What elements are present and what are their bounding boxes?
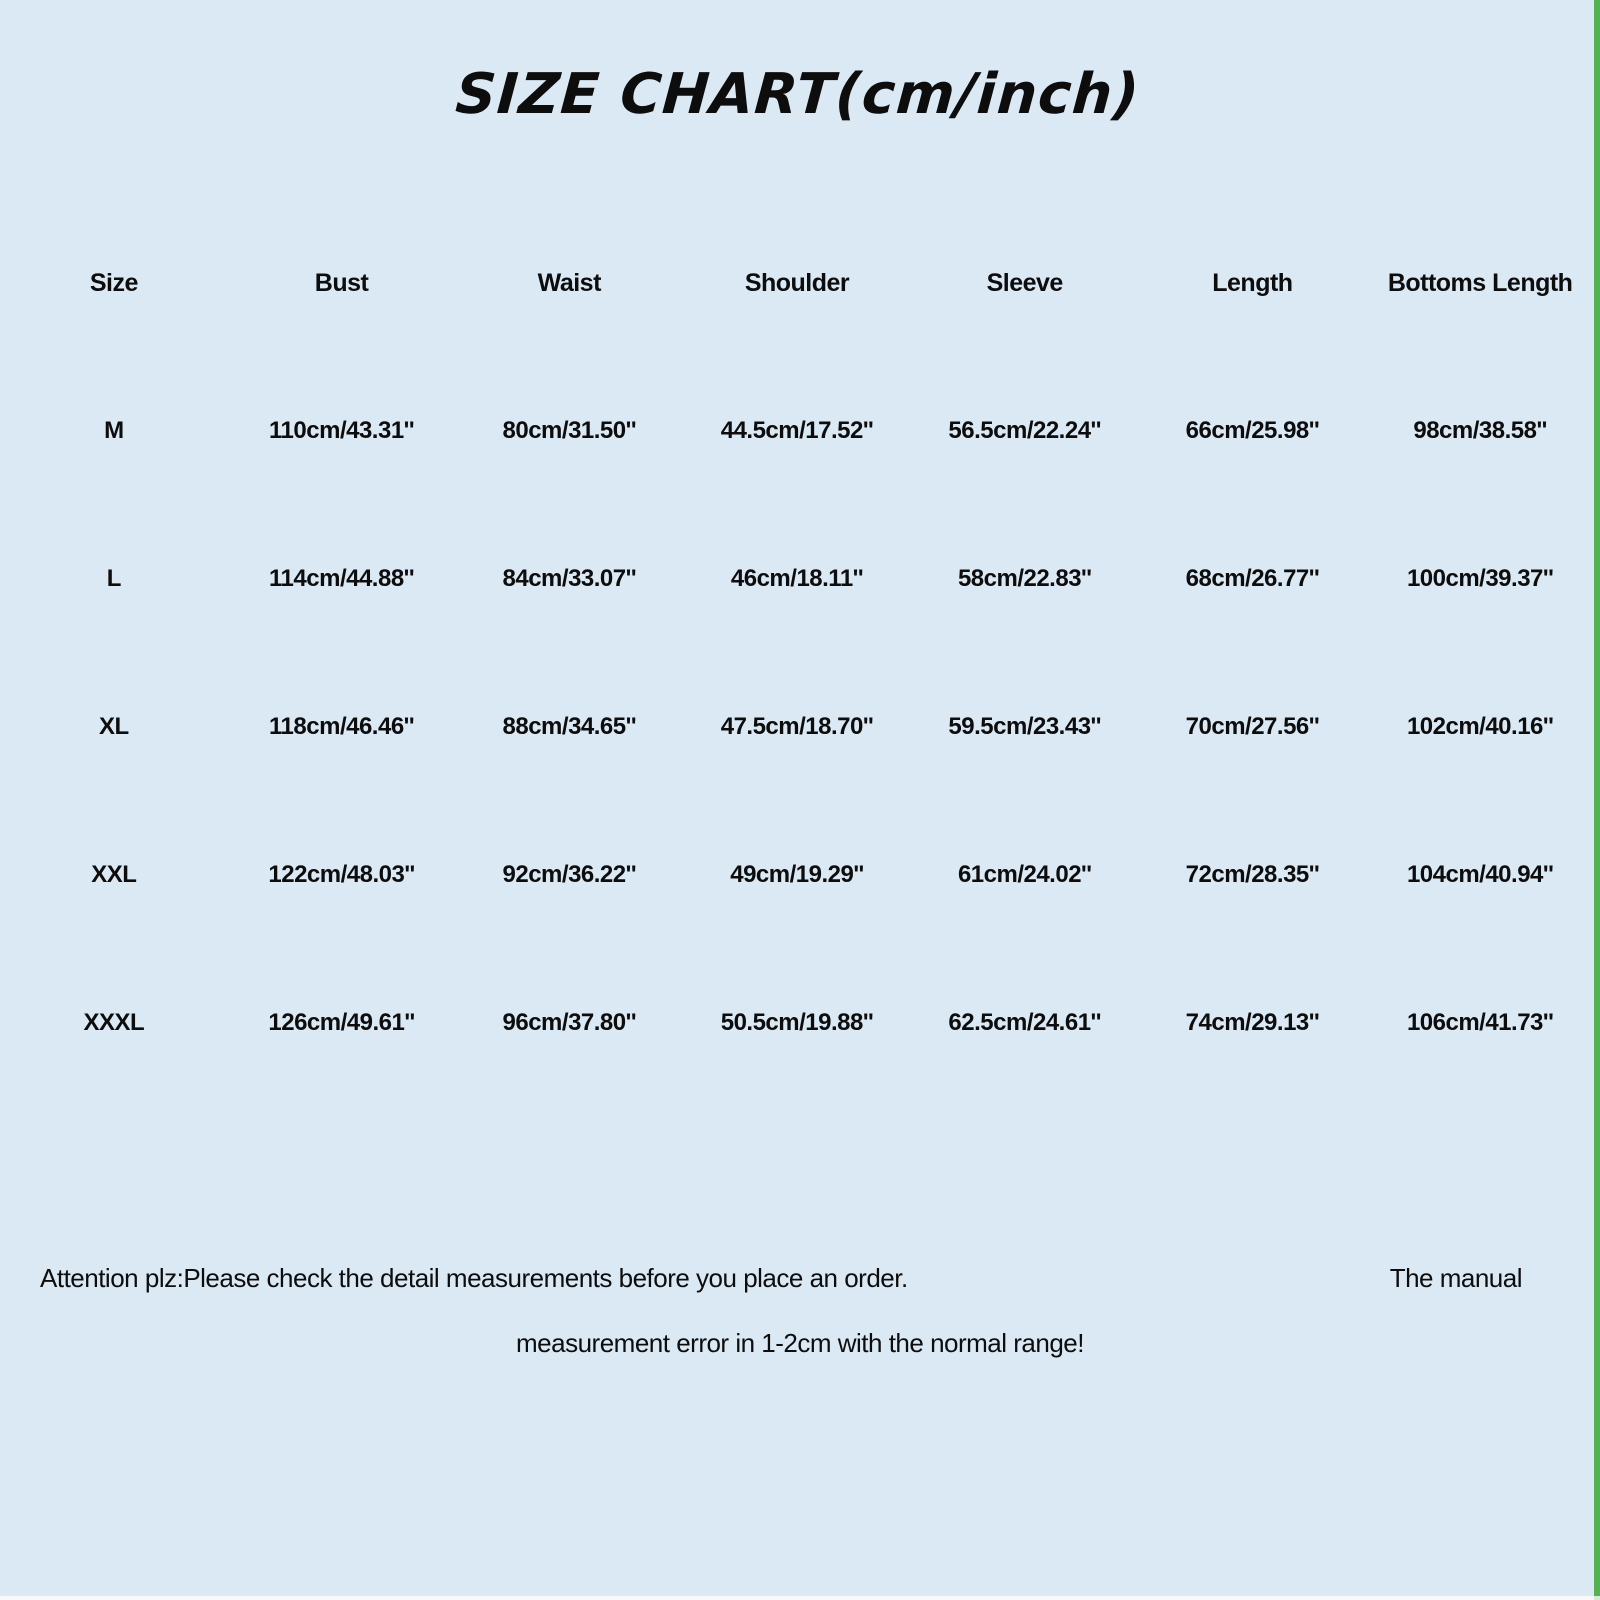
bottoms-length-cell: 102cm/40.16'' (1406, 713, 1554, 740)
bottoms-length-cell: 106cm/41.73'' (1406, 1009, 1554, 1036)
length-cell: 70cm/27.56'' (1185, 713, 1320, 740)
waist-cell: 96cm/37.80'' (502, 1009, 637, 1036)
shoulder-cell: 44.5cm/17.52'' (720, 417, 874, 444)
size-chart-table: Size Bust Waist Shoulder Sleeve Length B… (0, 209, 1594, 1097)
sleeve-cell: 59.5cm/23.43'' (948, 713, 1101, 740)
shoulder-cell: 47.5cm/18.70'' (720, 713, 874, 740)
sleeve-cell: 62.5cm/24.61'' (948, 1009, 1101, 1036)
column-header-waist: Waist (537, 268, 602, 297)
bottoms-length-cell: 104cm/40.94'' (1406, 861, 1554, 888)
sleeve-cell: 58cm/22.83'' (957, 565, 1092, 592)
bottom-light-border (0, 1596, 1600, 1600)
attention-note: Attention plz:Please check the detail me… (40, 1263, 908, 1293)
bust-cell: 118cm/46.46'' (269, 713, 415, 740)
sleeve-cell: 56.5cm/22.24'' (948, 417, 1101, 444)
bust-cell: 122cm/48.03'' (268, 861, 415, 888)
footer-notes: Attention plz:Please check the detail me… (0, 1263, 1600, 1359)
length-cell: 66cm/25.98'' (1185, 417, 1320, 444)
waist-cell: 84cm/33.07'' (502, 565, 637, 592)
size-cell: XL (99, 713, 129, 740)
bust-cell: 126cm/49.61'' (268, 1009, 415, 1036)
page-title: SIZE CHART(cm/inch) (453, 62, 1143, 127)
column-header-sleeve: Sleeve (986, 268, 1064, 297)
column-header-size: Size (89, 268, 139, 297)
footer-line-1: Attention plz:Please check the detail me… (0, 1263, 1600, 1294)
bust-cell: 114cm/44.88'' (269, 565, 415, 592)
waist-cell: 92cm/36.22'' (502, 861, 637, 888)
column-header-bust: Bust (314, 268, 369, 297)
sleeve-cell: 61cm/24.02'' (957, 861, 1092, 888)
shoulder-cell: 50.5cm/19.88'' (720, 1009, 874, 1036)
length-cell: 72cm/28.35'' (1185, 861, 1320, 888)
size-cell: M (104, 417, 124, 444)
length-cell: 74cm/29.13'' (1185, 1009, 1320, 1036)
tolerance-note: measurement error in 1-2cm with the norm… (516, 1328, 1084, 1358)
bust-cell: 110cm/43.31'' (269, 417, 415, 444)
bottoms-length-cell: 100cm/39.37'' (1406, 565, 1554, 592)
shoulder-cell: 46cm/18.11'' (730, 565, 864, 592)
shoulder-cell: 49cm/19.29'' (730, 861, 864, 888)
manual-note: The manual (1389, 1263, 1523, 1293)
bottoms-length-cell: 98cm/38.58'' (1413, 417, 1547, 444)
waist-cell: 88cm/34.65'' (502, 713, 637, 740)
size-cell: XXL (91, 861, 137, 888)
column-header-length: Length (1212, 268, 1293, 297)
column-header-bottoms-length: Bottoms Length (1387, 268, 1573, 297)
right-green-border (1594, 0, 1600, 1600)
length-cell: 68cm/26.77'' (1185, 565, 1320, 592)
column-header-shoulder: Shoulder (744, 268, 850, 297)
size-cell: XXXL (83, 1009, 145, 1036)
waist-cell: 80cm/31.50'' (502, 417, 637, 444)
size-cell: L (106, 565, 122, 592)
